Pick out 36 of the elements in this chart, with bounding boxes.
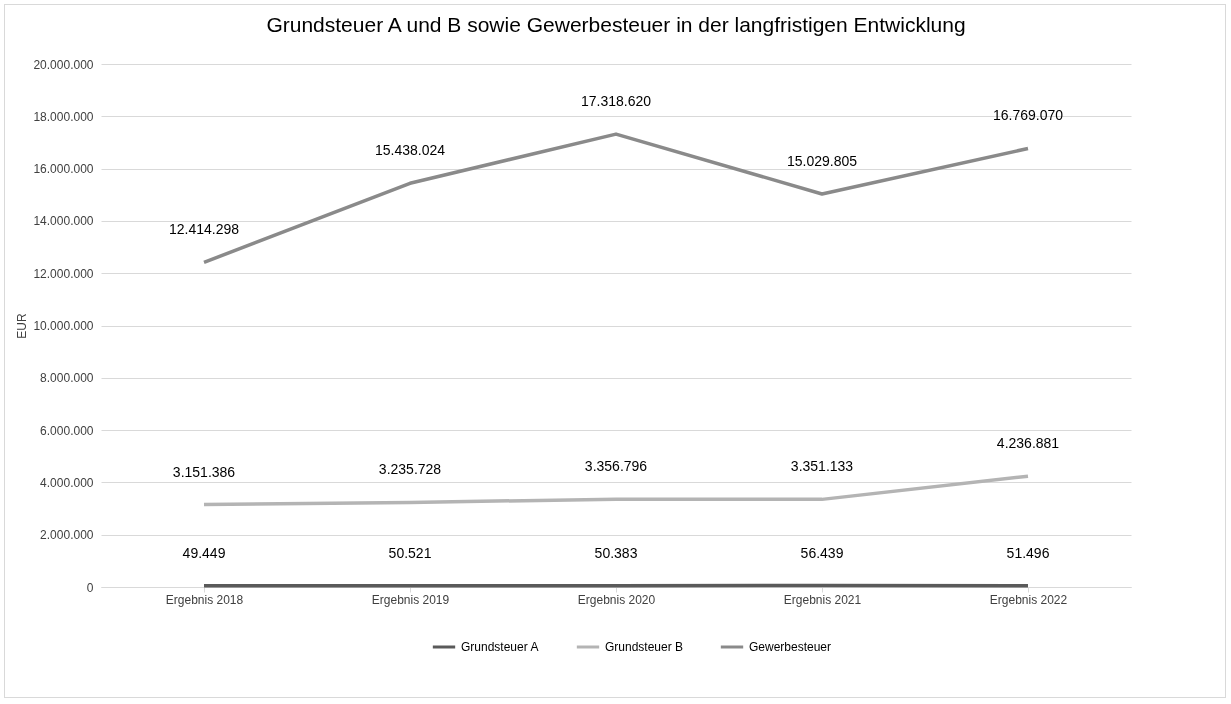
data-label: 4.236.881: [996, 435, 1060, 452]
y-tick-label: 8.000.000: [40, 371, 94, 386]
y-axis-title: EUR: [15, 313, 30, 339]
y-tick-label: 4.000.000: [40, 475, 94, 490]
legend-label: Grundsteuer A: [461, 640, 539, 654]
data-label: 3.235.728: [378, 461, 442, 478]
data-label: 15.438.024: [374, 142, 446, 159]
x-tick-label: Ergebnis 2022: [989, 592, 1068, 607]
y-tick-label: 20.000.000: [33, 57, 94, 72]
y-tick-label: 10.000.000: [33, 319, 94, 333]
y-tick-label: 12.000.000: [33, 266, 94, 281]
x-tick-label: Ergebnis 2019: [371, 592, 450, 607]
data-label: 51.496: [1006, 544, 1050, 561]
data-label: 16.769.070: [992, 107, 1064, 124]
legend-label: Gewerbesteuer: [749, 640, 832, 654]
data-label: 17.318.620: [580, 93, 652, 110]
x-tick-label: Ergebnis 2020: [577, 592, 656, 607]
legend-label: Grundsteuer B: [605, 640, 684, 654]
y-tick-label: 16.000.000: [33, 162, 94, 177]
data-label: 15.029.805: [786, 152, 858, 169]
y-tick-label: 6.000.000: [40, 423, 94, 438]
y-tick-label: 14.000.000: [33, 214, 94, 229]
y-tick-label: 0: [86, 580, 94, 595]
data-label: 3.356.796: [584, 458, 648, 475]
data-label: 56.439: [800, 544, 844, 561]
data-label: 50.521: [388, 544, 432, 561]
data-label: 3.351.133: [790, 458, 854, 475]
data-label: 50.383: [594, 544, 638, 561]
y-tick-label: 2.000.000: [40, 528, 94, 543]
y-tick-label: 18.000.000: [33, 109, 94, 124]
data-label: 3.151.386: [172, 463, 236, 480]
x-tick-label: Ergebnis 2021: [783, 592, 862, 607]
data-label: 49.449: [182, 544, 226, 561]
data-label: 12.414.298: [168, 221, 240, 238]
chart-title: Grundsteuer A und B sowie Gewerbesteuer in der langfristigen Entwicklung: [266, 13, 966, 36]
x-tick-label: Ergebnis 2018: [165, 592, 244, 607]
